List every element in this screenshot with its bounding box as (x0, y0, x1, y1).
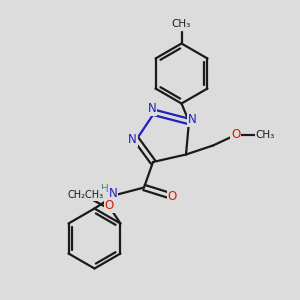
Text: CH₃: CH₃ (172, 19, 191, 29)
Text: O: O (231, 128, 240, 142)
Text: N: N (128, 133, 137, 146)
Text: CH₃: CH₃ (256, 130, 275, 140)
Text: O: O (104, 199, 114, 212)
Text: H: H (101, 184, 109, 194)
Text: O: O (168, 190, 177, 203)
Text: N: N (109, 187, 118, 200)
Text: N: N (188, 112, 197, 126)
Text: CH₂CH₃: CH₂CH₃ (68, 190, 104, 200)
Text: N: N (148, 102, 157, 116)
